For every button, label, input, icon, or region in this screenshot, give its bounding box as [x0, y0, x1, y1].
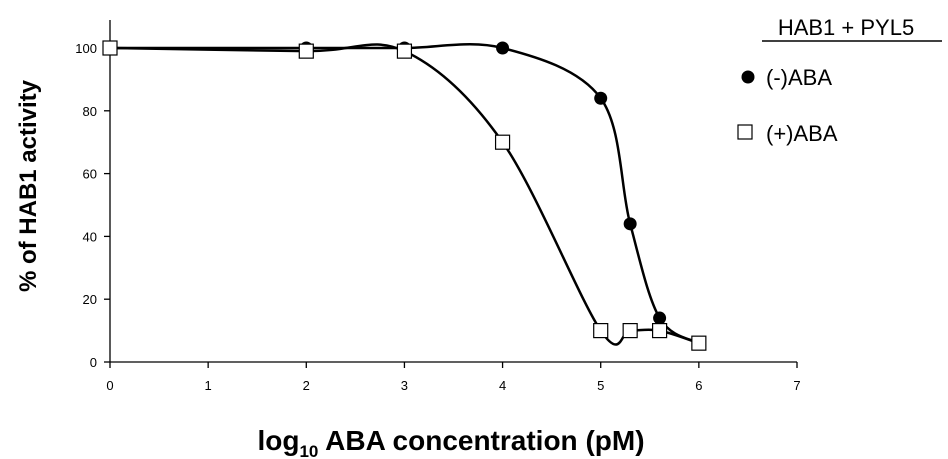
x-tick-label: 2 [303, 378, 310, 393]
legend: HAB1 + PYL5 (-)ABA (+)ABA [737, 15, 942, 146]
y-tick-label: 80 [83, 104, 97, 119]
x-axis-title-subscript: 10 [299, 442, 318, 459]
legend-label-minus-aba: (-)ABA [766, 65, 832, 90]
data-point-plus-aba [494, 134, 511, 150]
y-tick-label: 60 [83, 167, 97, 182]
x-axis-title-main: log [257, 425, 299, 456]
y-tick-label: 20 [83, 292, 97, 307]
y-tick-label: 40 [83, 229, 97, 244]
legend-marker-plus-aba [737, 124, 753, 140]
x-tick-label: 3 [401, 378, 408, 393]
data-point-plus-aba [651, 323, 668, 339]
x-axis-title-rest: ABA concentration (pM) [318, 425, 644, 456]
data-point-plus-aba [298, 43, 314, 59]
axes: 0 20 40 60 80 100 0 1 2 3 4 5 6 7 [75, 20, 801, 393]
data-point-minus-aba [623, 217, 637, 231]
data-point-plus-aba [622, 323, 638, 339]
y-axis-title: % of HAB1 activity [15, 79, 42, 292]
data-point-minus-aba [496, 41, 510, 55]
x-tick-label: 4 [499, 378, 506, 393]
data-point-minus-aba [594, 91, 608, 105]
x-axis-title: log10 ABA concentration (pM) [257, 425, 644, 459]
legend-label-plus-aba: (+)ABA [766, 121, 838, 146]
data-point-plus-aba [396, 43, 413, 59]
series-line-2 [109, 43, 700, 346]
x-tick-label: 5 [597, 378, 604, 393]
data-point-minus-aba [653, 311, 667, 325]
series-curves [109, 43, 700, 346]
y-tick-label: 0 [90, 355, 97, 370]
x-tick-label: 0 [106, 378, 113, 393]
x-tick-label: 1 [205, 378, 212, 393]
y-tick-label: 100 [75, 41, 97, 56]
x-tick-label: 7 [793, 378, 800, 393]
series-markers [102, 40, 707, 351]
data-point-plus-aba [691, 335, 707, 351]
x-tick-label: 6 [695, 378, 702, 393]
data-point-plus-aba [102, 40, 118, 56]
legend-title: HAB1 + PYL5 [778, 15, 914, 40]
series-line-1 [109, 43, 700, 345]
legend-marker-minus-aba [741, 70, 755, 84]
data-point-plus-aba [593, 323, 609, 339]
